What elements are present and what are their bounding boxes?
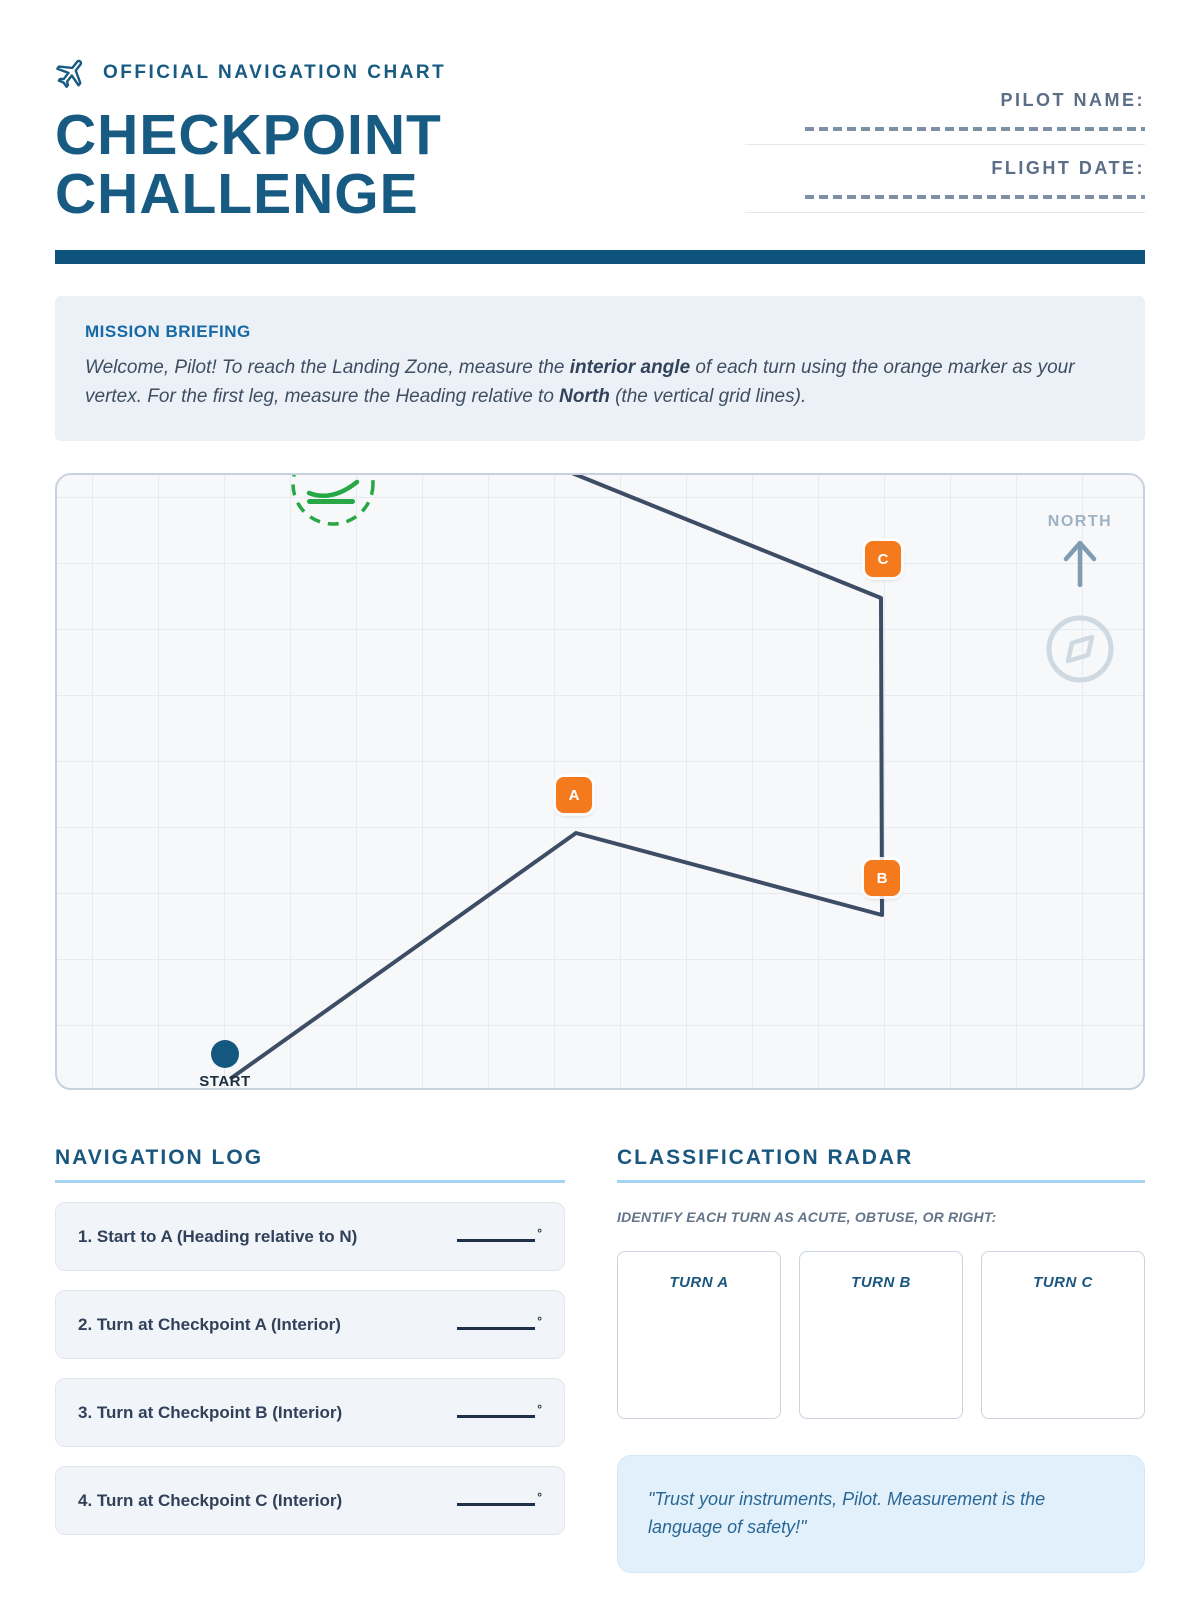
briefing-title: MISSION BRIEFING (85, 322, 251, 341)
kicker-label: OFFICIAL NAVIGATION CHART (103, 62, 447, 83)
log-item-1: 1. Start to A (Heading relative to N) ° (55, 1202, 565, 1271)
classification-section: CLASSIFICATION RADAR IDENTIFY EACH TURN … (617, 1146, 1145, 1573)
pilot-name-input[interactable] (805, 127, 1145, 131)
pilot-name-field: PILOT NAME: (745, 90, 1145, 145)
page-title-line1: CHECKPOINT (55, 103, 442, 167)
classification-heading: CLASSIFICATION RADAR (617, 1146, 1145, 1183)
briefing-body: Welcome, Pilot! To reach the Landing Zon… (85, 354, 1115, 411)
navigation-chart: A B C NORTH START (55, 473, 1145, 1090)
start-dot (211, 1040, 239, 1068)
turn-boxes: TURN A TURN B TURN C (617, 1251, 1145, 1419)
briefing-segment: (the vertical grid lines). (609, 385, 807, 407)
classification-instruction: IDENTIFY EACH TURN AS ACUTE, OBTUSE, OR … (617, 1209, 997, 1225)
flight-date-field: FLIGHT DATE: (745, 158, 1145, 213)
quote-text: "Trust your instruments, Pilot. Measurem… (648, 1489, 1046, 1537)
turn-box-label: TURN C (1033, 1274, 1093, 1291)
briefing-segment-bold: North (559, 385, 610, 407)
page-title: CHECKPOINT CHALLENGE (55, 103, 446, 227)
degree-symbol: ° (537, 1402, 542, 1416)
north-label: NORTH (1047, 513, 1113, 530)
log-item-2: 2. Turn at Checkpoint A (Interior) ° (55, 1290, 565, 1359)
start-label: START (199, 1073, 251, 1090)
checkpoint-badge-c: C (865, 541, 901, 577)
turn-box-label: TURN A (669, 1274, 729, 1291)
flight-date-input[interactable] (805, 195, 1145, 199)
checkpoint-badge-a: A (556, 777, 592, 813)
log-item-label: 2. Turn at Checkpoint A (Interior) (78, 1314, 341, 1334)
quote-panel: "Trust your instruments, Pilot. Measurem… (617, 1455, 1145, 1573)
log-item-3: 3. Turn at Checkpoint B (Interior) ° (55, 1378, 565, 1447)
checkpoint-badge-b: B (864, 860, 900, 896)
navigation-log-section: NAVIGATION LOG 1. Start to A (Heading re… (55, 1146, 565, 1573)
degree-symbol: ° (537, 1314, 542, 1328)
plane-icon (55, 56, 89, 90)
degree-symbol: ° (537, 1226, 542, 1240)
compass-icon (1046, 615, 1114, 683)
degree-blank-3[interactable] (457, 1402, 536, 1418)
log-item-label: 4. Turn at Checkpoint C (Interior) (78, 1490, 343, 1510)
mission-briefing-panel: MISSION BRIEFING Welcome, Pilot! To reac… (55, 296, 1145, 441)
log-item-label: 1. Start to A (Heading relative to N) (78, 1226, 358, 1246)
bottom-section: NAVIGATION LOG 1. Start to A (Heading re… (55, 1146, 1145, 1573)
briefing-segment: of each turn using the orange marker as … (85, 357, 1075, 407)
log-item-4: 4. Turn at Checkpoint C (Interior) ° (55, 1466, 565, 1535)
landing-zone-icon (291, 475, 375, 526)
degree-blank-2[interactable] (457, 1314, 536, 1330)
header: OFFICIAL NAVIGATION CHART CHECKPOINT CHA… (55, 56, 1145, 226)
turn-box-b[interactable]: TURN B (799, 1251, 963, 1419)
title-block: OFFICIAL NAVIGATION CHART CHECKPOINT CHA… (55, 56, 446, 225)
flight-date-label: FLIGHT DATE: (991, 158, 1145, 178)
navigation-log-heading: NAVIGATION LOG (55, 1146, 565, 1183)
degree-blank-4[interactable] (457, 1490, 536, 1506)
briefing-segment-bold: interior angle (569, 357, 691, 378)
chart-drawing (211, 475, 884, 1081)
north-arrow-icon (1063, 540, 1097, 587)
page-title-line2: CHALLENGE (55, 162, 419, 227)
turn-box-c[interactable]: TURN C (981, 1251, 1145, 1419)
briefing-segment: Welcome, Pilot! To reach the Landing Zon… (85, 357, 570, 378)
flight-path-line (228, 475, 884, 1081)
header-divider-bar (55, 250, 1145, 264)
degree-symbol: ° (537, 1490, 542, 1504)
pilot-fields: PILOT NAME: FLIGHT DATE: (745, 90, 1145, 226)
degree-blank-1[interactable] (457, 1226, 536, 1242)
log-item-label: 3. Turn at Checkpoint B (Interior) (78, 1402, 343, 1422)
turn-box-a[interactable]: TURN A (617, 1251, 781, 1419)
pilot-name-label: PILOT NAME: (1000, 90, 1145, 110)
turn-box-label: TURN B (851, 1274, 911, 1291)
